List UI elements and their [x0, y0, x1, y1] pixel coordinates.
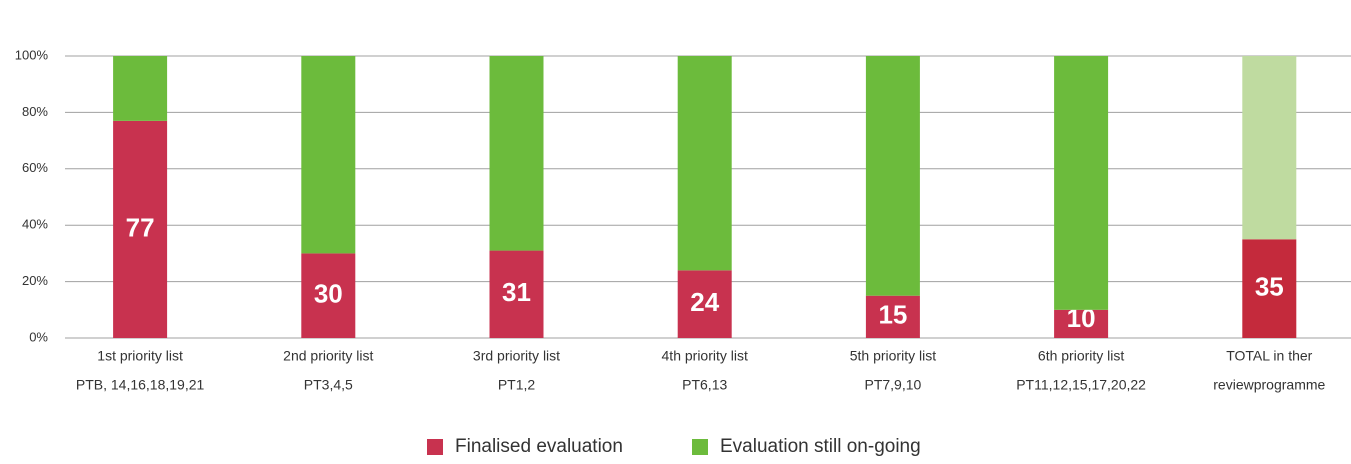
- x-tick-label: PTB, 14,16,18,19,21: [76, 377, 205, 393]
- x-tick-label: 3rd priority list: [473, 348, 560, 364]
- bar-segment: [1242, 239, 1297, 338]
- data-label: 77: [126, 212, 155, 242]
- x-tick-label: reviewprogramme: [1213, 377, 1325, 393]
- data-label: 30: [314, 279, 343, 309]
- y-tick-label: 60%: [22, 160, 48, 175]
- x-tick-label: 1st priority list: [97, 348, 183, 364]
- bar-segment: [489, 250, 544, 338]
- legend-swatch: [692, 439, 708, 455]
- y-tick-label: 40%: [22, 217, 48, 232]
- y-tick-label: 20%: [22, 273, 48, 288]
- data-label: 35: [1255, 272, 1284, 302]
- y-tick-label: 100%: [15, 47, 49, 62]
- bar-segment: [1054, 56, 1109, 310]
- legend-label: Evaluation still on-going: [720, 436, 921, 457]
- bar-segment: [865, 295, 920, 338]
- bar-segment: [113, 120, 168, 338]
- legend-label: Finalised evaluation: [455, 436, 623, 457]
- x-tick-label: PT7,9,10: [864, 377, 921, 393]
- x-tick-label: 5th priority list: [850, 348, 936, 364]
- x-tick-label: 4th priority list: [662, 348, 748, 364]
- bar-segment: [677, 56, 732, 271]
- bar-segment: [489, 56, 544, 251]
- data-label: 31: [502, 277, 531, 307]
- x-tick-label: TOTAL in ther: [1226, 348, 1312, 364]
- x-tick-label: PT11,12,15,17,20,22: [1016, 377, 1146, 393]
- bar-segment: [677, 270, 732, 338]
- bar-segment: [1242, 56, 1297, 240]
- data-label: 24: [690, 287, 719, 317]
- x-tick-label: 2nd priority list: [283, 348, 373, 364]
- bar-segment: [1054, 309, 1109, 338]
- x-tick-label: PT3,4,5: [304, 377, 353, 393]
- bar-segment: [113, 56, 168, 121]
- x-tick-label: PT6,13: [682, 377, 727, 393]
- bar-segment: [865, 56, 920, 296]
- x-tick-label: 6th priority list: [1038, 348, 1124, 364]
- data-label: 15: [878, 300, 907, 330]
- y-tick-label: 80%: [22, 104, 48, 119]
- legend-swatch: [427, 439, 443, 455]
- x-tick-label: PT1,2: [498, 377, 536, 393]
- bar-segment: [301, 253, 356, 338]
- bar-segment: [301, 56, 356, 254]
- y-tick-label: 0%: [29, 329, 48, 344]
